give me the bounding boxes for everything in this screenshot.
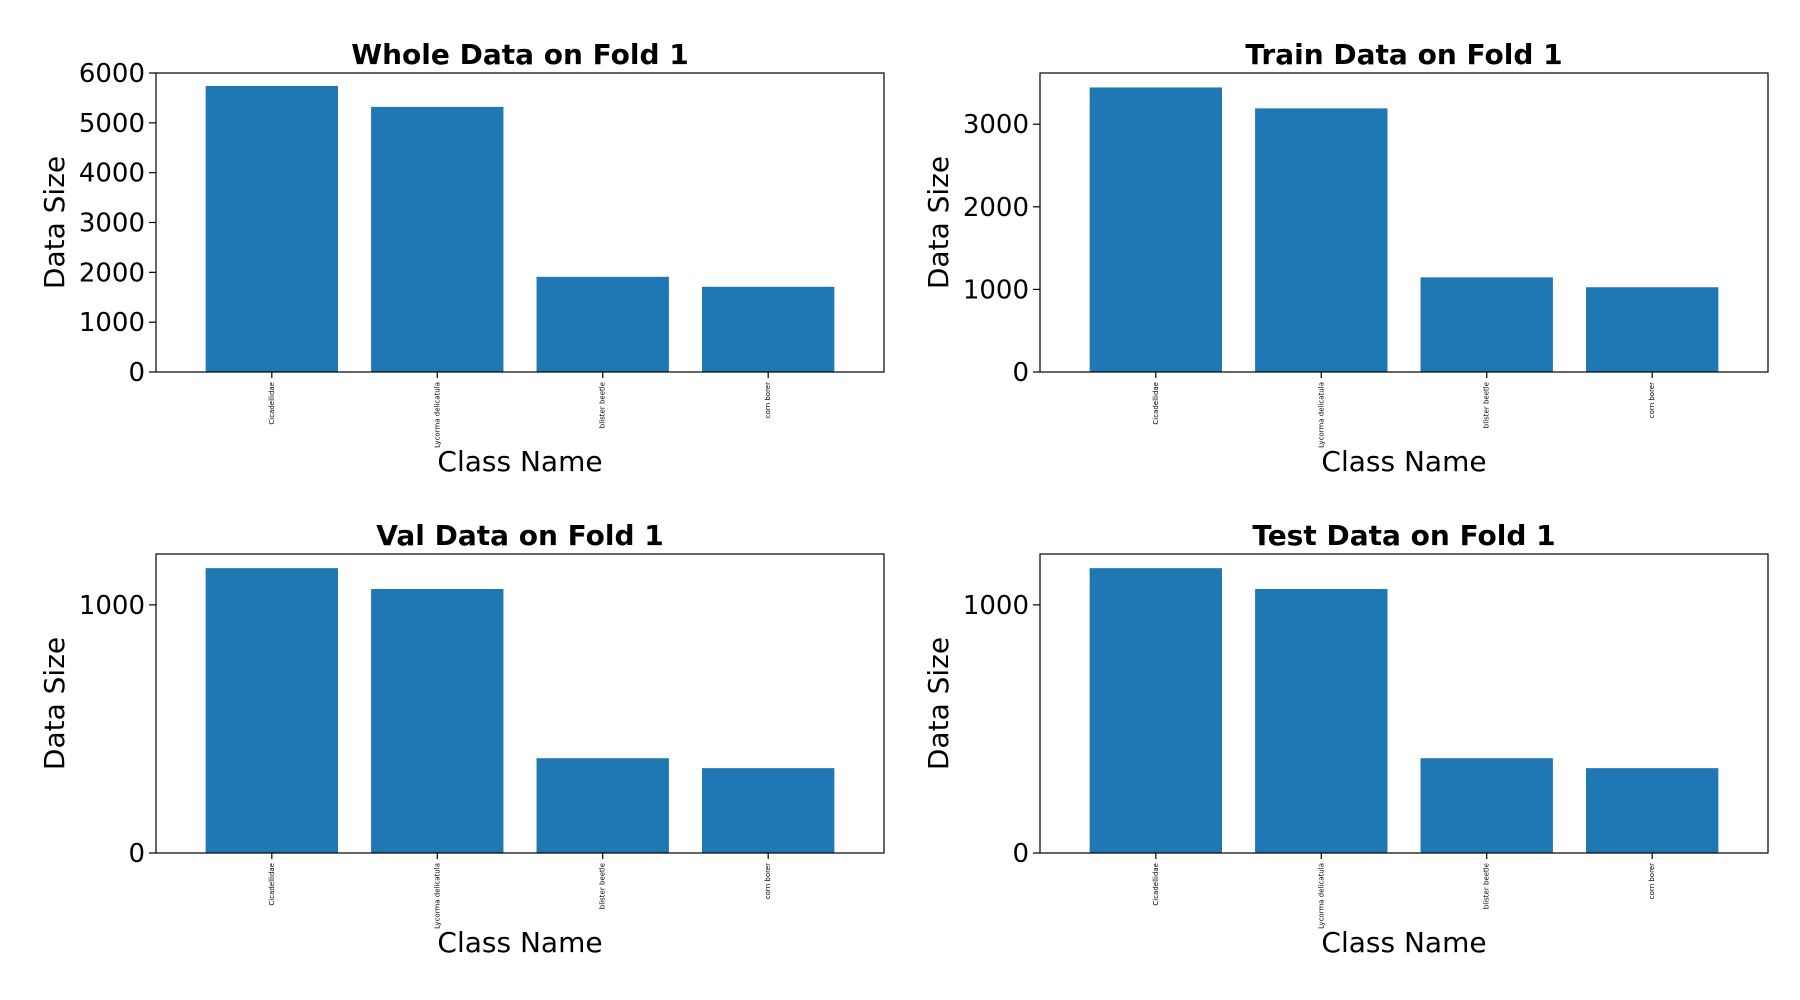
xtick-label: Lycorma delicatula bbox=[433, 382, 441, 448]
y-axis-label: Data Size bbox=[922, 637, 955, 770]
x-axis-label: Class Name bbox=[437, 445, 602, 478]
ytick-label: 1000 bbox=[79, 308, 145, 338]
xtick-label: Lycorma delicatula bbox=[1317, 382, 1325, 448]
ytick-label: 1000 bbox=[79, 591, 145, 621]
xtick-label: corn borer bbox=[1648, 382, 1656, 418]
x-axis-label: Class Name bbox=[437, 926, 602, 959]
bar-2-3 bbox=[1420, 277, 1553, 372]
xtick-label: Lycorma delicatula bbox=[433, 863, 441, 929]
xtick-label: blister beetle bbox=[599, 382, 607, 428]
plot-frame bbox=[1039, 553, 1769, 854]
xtick-label: blister beetle bbox=[599, 863, 607, 909]
bar-1-1 bbox=[205, 85, 338, 372]
bar-3-1 bbox=[205, 568, 338, 853]
chart-title: Train Data on Fold 1 bbox=[1245, 38, 1562, 71]
y-axis-label: Data Size bbox=[38, 637, 71, 770]
plot-frame bbox=[155, 553, 885, 854]
bar-4-2 bbox=[1255, 588, 1388, 853]
bar-1-3 bbox=[536, 276, 669, 372]
ytick-label: 5000 bbox=[79, 109, 145, 139]
bar-1-2 bbox=[371, 106, 504, 373]
chart-4: Cicadellidae Lycorma delicatula blister be… bbox=[922, 519, 1769, 959]
xtick-label: Cicadellidae bbox=[1152, 382, 1160, 425]
xtick-label: blister beetle bbox=[1483, 863, 1491, 909]
chart-3: Cicadellidae Lycorma delicatula blister be… bbox=[38, 519, 885, 959]
ytick-label: 3000 bbox=[79, 209, 145, 239]
bar-2-4 bbox=[1586, 287, 1719, 372]
chart-2: Cicadellidae Lycorma delicatula blister be… bbox=[922, 38, 1769, 478]
x-axis-label: Class Name bbox=[1321, 445, 1486, 478]
xtick-label: blister beetle bbox=[1483, 382, 1491, 428]
bar-2-1 bbox=[1089, 87, 1222, 373]
ytick-label: 2000 bbox=[79, 258, 145, 288]
xtick-label: Lycorma delicatula bbox=[1317, 863, 1325, 929]
chart-title: Whole Data on Fold 1 bbox=[351, 38, 689, 71]
ytick-label: 6000 bbox=[79, 59, 145, 89]
bar-1-4 bbox=[702, 286, 835, 372]
xtick-label: Cicadellidae bbox=[268, 382, 276, 425]
y-axis-label: Data Size bbox=[922, 156, 955, 289]
xtick-label: corn borer bbox=[1648, 863, 1656, 899]
ytick-label: 2000 bbox=[963, 193, 1029, 223]
ytick-label: 0 bbox=[128, 358, 145, 388]
ytick-label: 0 bbox=[128, 839, 145, 869]
bar-4-1 bbox=[1089, 568, 1222, 853]
chart-title: Test Data on Fold 1 bbox=[1252, 519, 1555, 552]
x-axis-label: Class Name bbox=[1321, 926, 1486, 959]
xtick-label: corn borer bbox=[764, 863, 772, 899]
ytick-label: 1000 bbox=[963, 275, 1029, 305]
xtick-label: Cicadellidae bbox=[268, 863, 276, 906]
bar-3-4 bbox=[702, 768, 835, 853]
ytick-label: 0 bbox=[1012, 358, 1029, 388]
bar-2-2 bbox=[1255, 108, 1388, 372]
xtick-label: Cicadellidae bbox=[1152, 863, 1160, 906]
y-axis-label: Data Size bbox=[38, 156, 71, 289]
bar-3-2 bbox=[371, 588, 504, 853]
bar-4-3 bbox=[1420, 758, 1553, 853]
xtick-label: corn borer bbox=[764, 382, 772, 418]
ytick-label: 1000 bbox=[963, 591, 1029, 621]
ytick-label: 0 bbox=[1012, 839, 1029, 869]
ytick-label: 3000 bbox=[963, 110, 1029, 140]
plot-frame bbox=[1039, 72, 1769, 373]
chart-title: Val Data on Fold 1 bbox=[376, 519, 664, 552]
bar-4-4 bbox=[1586, 768, 1719, 853]
bar-3-3 bbox=[536, 758, 669, 853]
chart-1: Cicadellidae Lycorma delicatula blister be… bbox=[38, 38, 885, 478]
ytick-label: 4000 bbox=[79, 159, 145, 189]
